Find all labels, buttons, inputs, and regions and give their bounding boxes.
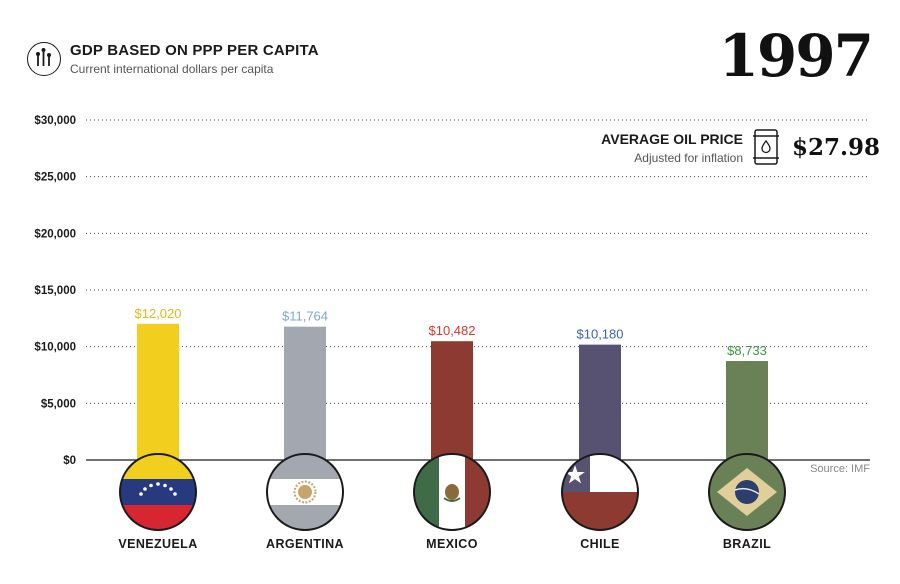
- oil-price-title: AVERAGE OIL PRICE: [601, 131, 743, 147]
- value-label-chile: $10,180: [577, 327, 624, 342]
- bar-mexico: [431, 341, 473, 460]
- year-label: 1997: [718, 22, 874, 90]
- oil-price-subtitle: Adjusted for inflation: [634, 151, 743, 165]
- y-tick-label: $15,000: [34, 285, 76, 297]
- oil-price-value: $27.98: [792, 134, 881, 161]
- y-tick-label: $20,000: [34, 228, 76, 240]
- chile-flag-icon: [561, 453, 639, 531]
- category-label-argentina: ARGENTINA: [266, 537, 344, 551]
- argentina-flag-icon: [266, 453, 344, 531]
- category-label-chile: CHILE: [580, 537, 620, 551]
- mexico-flag-icon: [413, 453, 491, 531]
- y-tick-label: $0: [63, 455, 76, 467]
- y-tick-label: $25,000: [34, 172, 76, 184]
- bar-argentina: [284, 326, 326, 460]
- category-label-brazil: BRAZIL: [723, 537, 771, 551]
- source-note: Source: IMF: [810, 463, 870, 475]
- category-label-mexico: MEXICO: [426, 537, 478, 551]
- bar-chart-icon: [27, 42, 61, 76]
- oil-barrel-icon: [751, 127, 781, 167]
- y-tick-label: $5,000: [41, 398, 76, 410]
- value-label-mexico: $10,482: [429, 323, 476, 338]
- chart-title: GDP BASED ON PPP PER CAPITA: [70, 42, 319, 59]
- value-label-venezuela: $12,020: [135, 306, 182, 321]
- bar-brazil: [726, 361, 768, 460]
- bar-venezuela: [137, 323, 179, 460]
- chart-subtitle: Current international dollars per capita: [70, 62, 274, 76]
- category-label-venezuela: VENEZUELA: [118, 537, 197, 551]
- value-label-argentina: $11,764: [282, 309, 328, 324]
- y-tick-label: $10,000: [34, 342, 76, 354]
- brazil-flag-icon: [708, 453, 786, 531]
- value-label-brazil: $8,733: [727, 343, 767, 358]
- y-tick-label: $30,000: [34, 115, 76, 127]
- bar-chile: [579, 344, 621, 460]
- venezuela-flag-icon: [119, 453, 197, 531]
